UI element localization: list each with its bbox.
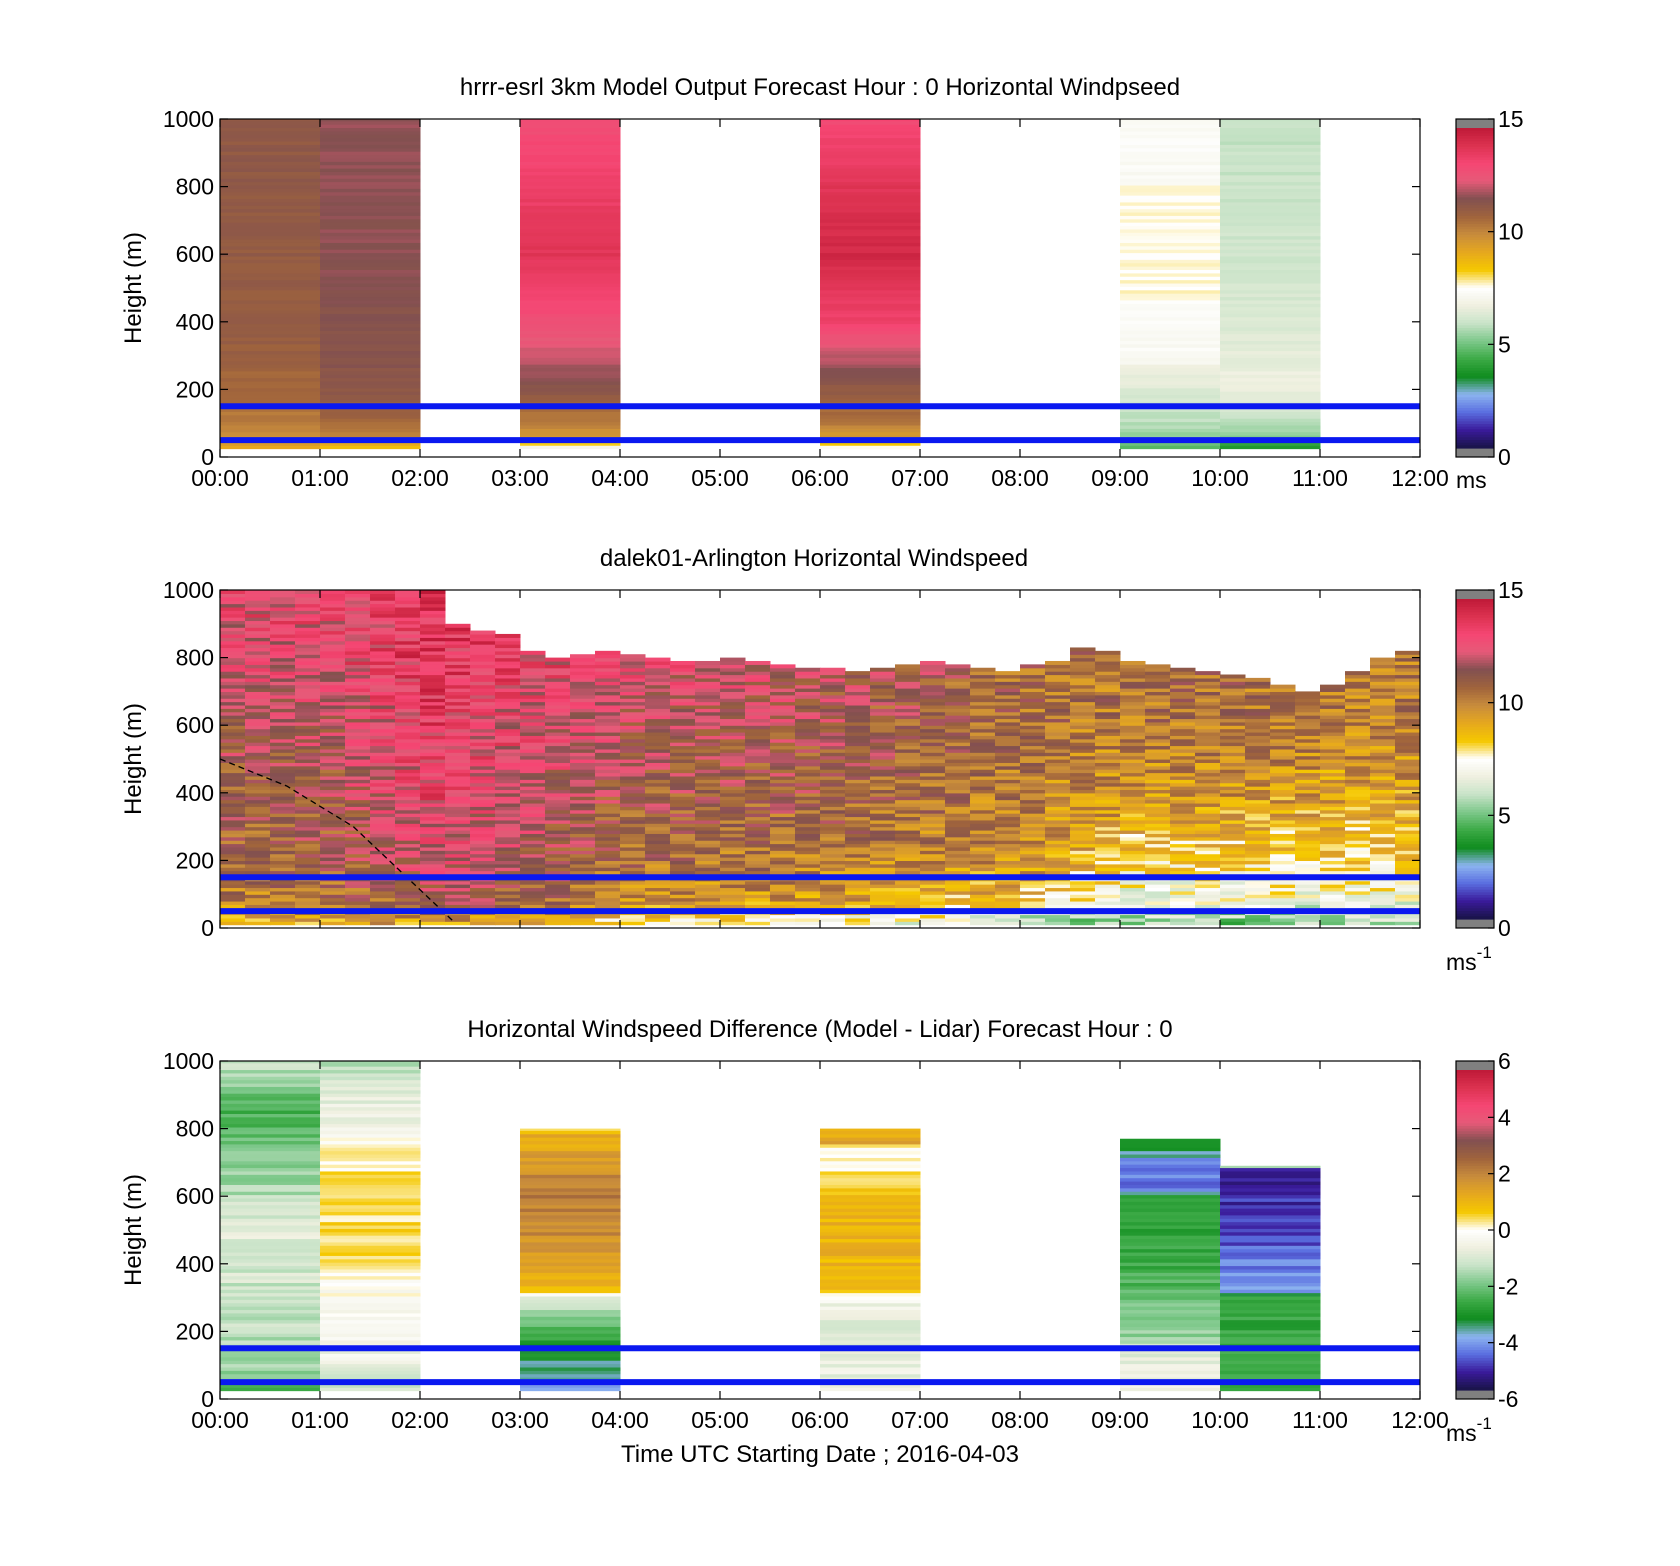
heatmap-cell [1120,661,1146,665]
x-tick-label: 01:00 [291,465,349,491]
colorbar-over-swatch [1456,119,1494,128]
colorbar-tick-label: 10 [1498,219,1524,245]
heatmap-cell [895,664,921,668]
x-tick-label: 00:00 [191,465,249,491]
heatmap-cell [670,661,696,665]
y-axis-label: Height (m) [120,232,147,344]
heatmap-cell [495,634,521,638]
colorbar-unit: ms-1 [1446,943,1492,975]
y-tick-label: 200 [176,376,214,402]
heatmap-cell [845,671,871,675]
y-tick-label: 400 [176,780,214,806]
panel-title: dalek01-Arlington Horizontal Windspeed [600,545,1028,572]
panel-lidar: dalek01-Arlington Horizontal Windspeed 0… [120,545,1524,975]
x-tick-label: 06:00 [791,465,849,491]
heatmap-cell [1095,651,1121,655]
heatmap-cell [1220,675,1246,679]
y-tick-label: 0 [201,444,214,470]
colorbar-unit: ms [1456,467,1487,493]
heatmap-cell [695,661,721,665]
heatmap-cell [745,661,771,665]
panel-title: hrrr-esrl 3km Model Output Forecast Hour… [460,74,1180,101]
colorbar: 0 5 10 15 [1456,577,1524,941]
y-tick-label: 600 [176,712,214,738]
x-tick-label: 10:00 [1191,465,1249,491]
panel-difference: Horizontal Windspeed Difference (Model -… [120,1016,1519,1468]
heatmap-cell [945,664,971,668]
heatmap-cell [970,668,996,672]
colorbar-unit-base: ms [1446,949,1477,975]
colorbar-tick-label: 0 [1498,915,1511,941]
colorbar-unit-exponent: -1 [1477,943,1492,962]
heatmap-cell [470,631,496,635]
colorbar-over-swatch [1456,590,1494,599]
heatmap-cell [820,668,846,672]
heatmap-cell [1045,661,1071,665]
heatmap-cell [545,658,571,662]
heatmap-cell [1145,664,1171,668]
x-tick-label: 09:00 [1091,465,1149,491]
y-tick-label: 200 [176,847,214,873]
y-tick-label: 400 [176,309,214,335]
y-tick-label: 1000 [163,577,214,603]
colorbar-tick-label: 15 [1498,106,1524,132]
heatmap-cell [1020,664,1046,668]
x-tick-label: 08:00 [991,465,1049,491]
heatmap-cell [520,651,546,655]
heatmap-cell [620,654,646,658]
colorbar-step [1456,916,1494,919]
colorbar-tick-label: 5 [1498,802,1511,828]
heatmap-cell [1270,685,1296,689]
panel-title: Horizontal Windspeed Difference (Model -… [467,1016,1172,1043]
colorbar-tick-label: 10 [1498,690,1524,716]
y-tick-label: 1000 [163,106,214,132]
heatmap-cell [1395,651,1421,655]
colorbar-tick-label: 5 [1498,331,1511,357]
heatmap-cell [1320,685,1346,689]
heatmap-cell [870,668,896,672]
colorbar: 0 5 10 15 [1456,106,1524,470]
heatmap-cell [445,624,471,628]
x-tick-label: 02:00 [391,465,449,491]
heatmap-cell [1070,647,1096,651]
heatmap-cell [1345,671,1371,675]
x-tick-label: 03:00 [491,465,549,491]
heatmap-cell [770,664,796,668]
heatmap-cell [570,654,596,658]
heatmap-cell [1195,671,1221,675]
y-tick-label: 600 [176,241,214,267]
heatmap-cell [1245,678,1271,682]
heatmap-cell [645,658,671,662]
colorbar-step [1456,445,1494,448]
colorbar-tick-label: 15 [1498,577,1524,603]
colorbar-tick-label: 0 [1498,444,1511,470]
x-tick-label: 04:00 [591,465,649,491]
heatmap-cell [995,671,1021,675]
y-tick-label: 800 [176,645,214,671]
panel-model-output: hrrr-esrl 3km Model Output Forecast Hour… [120,74,1524,493]
x-tick-label: 05:00 [691,465,749,491]
heatmap-cell [1370,658,1396,662]
y-axis-label: Height (m) [120,703,147,815]
colorbar-under-swatch [1456,919,1494,928]
heatmap-cell [795,668,821,672]
heatmap-cell [1170,668,1196,672]
heatmap-cell [1295,691,1321,695]
heatmap-cell [720,658,746,662]
colorbar-under-swatch [1456,448,1494,457]
heatmap-cell [920,661,946,665]
y-tick-label: 800 [176,174,214,200]
x-tick-label: 11:00 [1292,465,1348,491]
x-tick-label: 12:00 [1391,465,1449,491]
heatmap-cell [595,651,621,655]
x-tick-label: 07:00 [891,465,949,491]
y-tick-label: 0 [201,915,214,941]
